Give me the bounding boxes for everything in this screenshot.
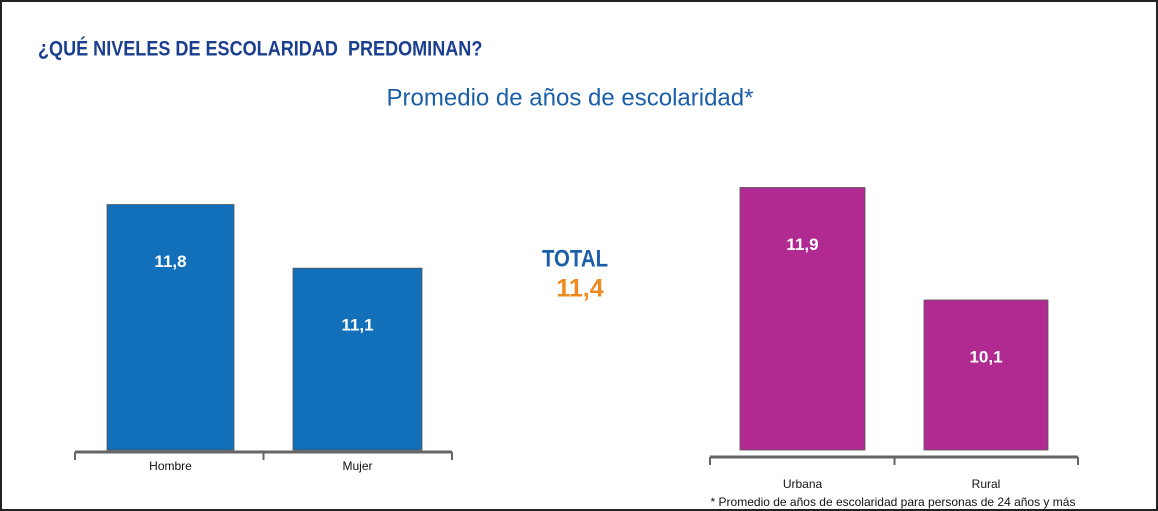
- bar: [292, 267, 423, 451]
- x-tick-label: Hombre: [149, 459, 192, 473]
- page-title: ¿QUÉ NIVELES DE ESCOLARIDAD PREDOMINAN?: [38, 36, 482, 61]
- bar: [106, 204, 235, 451]
- x-tick-label: Rural: [972, 477, 1001, 491]
- total-label: TOTAL: [542, 245, 608, 272]
- value-label: 11,9: [786, 235, 818, 254]
- subtitle: Promedio de años de escolaridad*: [387, 84, 754, 111]
- value-label: 10,1: [969, 347, 1002, 366]
- total-value: 11,4: [556, 275, 603, 303]
- bar: [739, 187, 866, 451]
- value-label: 11,1: [341, 316, 373, 335]
- value-label: 11,8: [154, 252, 186, 271]
- footnote: * Promedio de años de escolaridad para p…: [711, 495, 1076, 509]
- bar: [923, 299, 1049, 451]
- x-tick-label: Urbana: [783, 477, 823, 491]
- x-tick-label: Mujer: [342, 459, 372, 473]
